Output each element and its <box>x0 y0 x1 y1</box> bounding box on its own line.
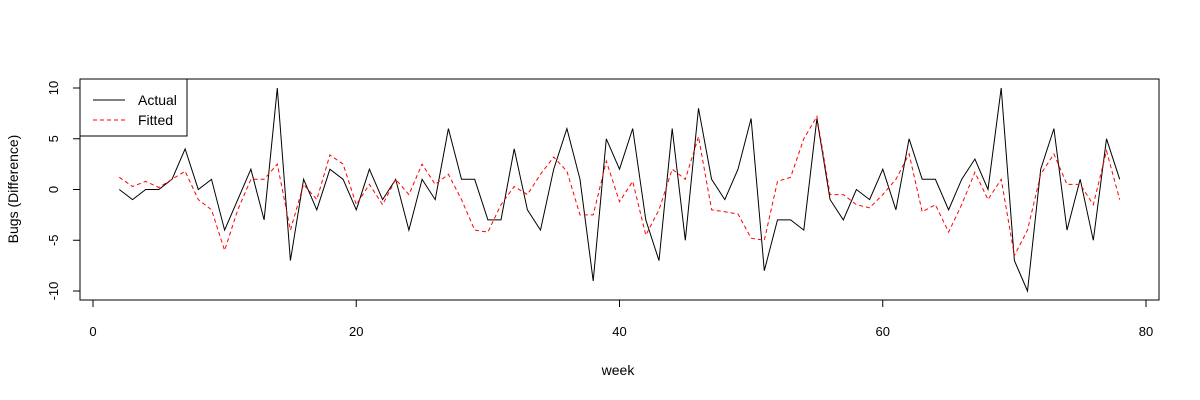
x-tick-label: 60 <box>876 324 890 339</box>
legend-label-actual: Actual <box>138 92 177 108</box>
y-tick-label: 10 <box>46 81 61 95</box>
legend: Actual Fitted <box>79 78 188 137</box>
x-tick-label: 0 <box>89 324 96 339</box>
y-tick-label: -5 <box>46 234 61 246</box>
y-axis-title: Bugs (Difference) <box>5 135 21 244</box>
x-tick-label: 80 <box>1139 324 1153 339</box>
legend-label-fitted: Fitted <box>138 112 173 128</box>
series-line-actual <box>118 87 1121 293</box>
x-tick-label: 20 <box>349 324 363 339</box>
x-tick-label: 40 <box>612 324 626 339</box>
y-tick-label: -10 <box>46 282 61 301</box>
y-tick-label: 5 <box>46 135 61 142</box>
series-lines <box>118 87 1121 293</box>
y-tick-label: 0 <box>46 186 61 193</box>
axes: 0 20 40 60 80 -10 -5 0 5 10 <box>46 81 1153 339</box>
series-line-fitted <box>119 114 1121 258</box>
legend-box <box>79 78 188 137</box>
x-axis-title: week <box>601 362 636 378</box>
